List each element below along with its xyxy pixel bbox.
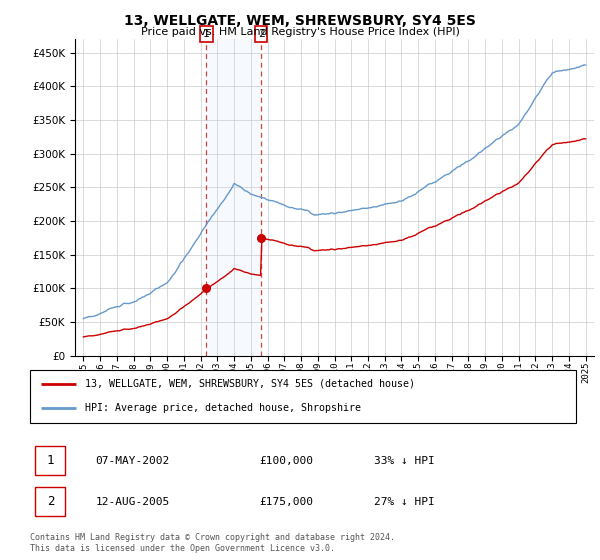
Text: Contains HM Land Registry data © Crown copyright and database right 2024.
This d: Contains HM Land Registry data © Crown c… [30,533,395,553]
Text: 1: 1 [47,454,54,467]
Text: Price paid vs. HM Land Registry's House Price Index (HPI): Price paid vs. HM Land Registry's House … [140,27,460,37]
Text: 13, WELLGATE, WEM, SHREWSBURY, SY4 5ES (detached house): 13, WELLGATE, WEM, SHREWSBURY, SY4 5ES (… [85,379,415,389]
Bar [206,39,261,356]
Text: 2: 2 [258,29,265,39]
Text: HPI: Average price, detached house, Shropshire: HPI: Average price, detached house, Shro… [85,403,361,413]
Text: 07-MAY-2002: 07-MAY-2002 [95,456,170,465]
Text: 13, WELLGATE, WEM, SHREWSBURY, SY4 5ES: 13, WELLGATE, WEM, SHREWSBURY, SY4 5ES [124,14,476,28]
Text: £175,000: £175,000 [259,497,313,507]
Text: 12-AUG-2005: 12-AUG-2005 [95,497,170,507]
Text: 27% ↓ HPI: 27% ↓ HPI [374,497,435,507]
Text: £100,000: £100,000 [259,456,313,465]
Text: 1: 1 [203,29,210,39]
Text: 33% ↓ HPI: 33% ↓ HPI [374,456,435,465]
Bar [35,446,65,475]
Bar [35,487,65,516]
Text: 2: 2 [47,495,54,508]
